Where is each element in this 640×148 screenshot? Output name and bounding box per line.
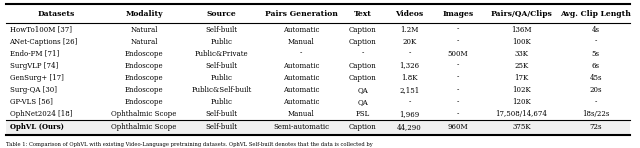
Text: Caption: Caption — [349, 38, 377, 46]
Text: FSL: FSL — [356, 110, 370, 118]
Text: Self-built: Self-built — [205, 62, 237, 70]
Text: 25K: 25K — [515, 62, 529, 70]
Text: Public&Self-built: Public&Self-built — [191, 86, 252, 94]
Text: -: - — [595, 98, 596, 106]
Text: 20K: 20K — [403, 38, 417, 46]
Text: 17K: 17K — [515, 74, 529, 82]
Text: Public: Public — [211, 74, 233, 82]
Text: 2,151: 2,151 — [399, 86, 420, 94]
Text: Automatic: Automatic — [283, 74, 319, 82]
Text: Endoscope: Endoscope — [125, 50, 163, 58]
Text: GP-VLS [56]: GP-VLS [56] — [10, 98, 52, 106]
Text: -: - — [456, 38, 459, 46]
Text: 33K: 33K — [515, 50, 529, 58]
Text: Self-built: Self-built — [205, 123, 237, 131]
Text: Public&Private: Public&Private — [195, 50, 248, 58]
Text: Self-built: Self-built — [205, 110, 237, 118]
Text: QA: QA — [358, 86, 369, 94]
Text: Endoscope: Endoscope — [125, 74, 163, 82]
Text: Caption: Caption — [349, 25, 377, 33]
Text: Table 1: Comparison of OphVL with existing Video-Language pretraining datasets. : Table 1: Comparison of OphVL with existi… — [6, 142, 373, 147]
Text: -: - — [595, 38, 596, 46]
Text: SurgVLP [74]: SurgVLP [74] — [10, 62, 58, 70]
Text: Automatic: Automatic — [283, 25, 319, 33]
Text: Pairs/QA/Clips: Pairs/QA/Clips — [490, 10, 552, 18]
Text: 1,969: 1,969 — [399, 110, 420, 118]
Text: -: - — [456, 86, 459, 94]
Text: Modality: Modality — [125, 10, 163, 18]
Text: GenSurg+ [17]: GenSurg+ [17] — [10, 74, 63, 82]
Text: QA: QA — [358, 98, 369, 106]
Text: Ophthalmic Scope: Ophthalmic Scope — [111, 110, 177, 118]
Text: 136M: 136M — [511, 25, 532, 33]
Text: HowTo100M [37]: HowTo100M [37] — [10, 25, 72, 33]
Text: -: - — [456, 25, 459, 33]
Text: OphVL (Ours): OphVL (Ours) — [10, 123, 63, 131]
Text: Pairs Generation: Pairs Generation — [264, 10, 337, 18]
Text: Source: Source — [207, 10, 237, 18]
Text: 4s: 4s — [591, 25, 600, 33]
Text: 18s/22s: 18s/22s — [582, 110, 609, 118]
Text: ANet-Captions [26]: ANet-Captions [26] — [10, 38, 78, 46]
Text: Public: Public — [211, 38, 233, 46]
Text: 5s: 5s — [591, 50, 600, 58]
Text: 120K: 120K — [512, 98, 531, 106]
Text: Caption: Caption — [349, 74, 377, 82]
Text: 500M: 500M — [447, 50, 468, 58]
Text: 45s: 45s — [589, 74, 602, 82]
Bar — [6, 120, 630, 135]
Text: -: - — [362, 50, 364, 58]
Text: 1.2M: 1.2M — [400, 25, 419, 33]
Text: Semi-automatic: Semi-automatic — [273, 123, 329, 131]
Text: Public: Public — [211, 98, 233, 106]
Text: Automatic: Automatic — [283, 98, 319, 106]
Text: Natural: Natural — [131, 25, 158, 33]
Text: Caption: Caption — [349, 62, 377, 70]
Text: 44,290: 44,290 — [397, 123, 422, 131]
Text: Manual: Manual — [287, 38, 314, 46]
Text: Videos: Videos — [396, 10, 424, 18]
Text: 1.8K: 1.8K — [401, 74, 418, 82]
Text: Endo-FM [71]: Endo-FM [71] — [10, 50, 59, 58]
Text: Images: Images — [442, 10, 474, 18]
Text: Surg-QA [30]: Surg-QA [30] — [10, 86, 56, 94]
Text: Avg. Clip Length: Avg. Clip Length — [560, 10, 631, 18]
Text: 72s: 72s — [589, 123, 602, 131]
Text: Endoscope: Endoscope — [125, 86, 163, 94]
Text: 1,326: 1,326 — [399, 62, 420, 70]
Text: -: - — [408, 50, 411, 58]
Text: Caption: Caption — [349, 123, 377, 131]
Text: 102K: 102K — [512, 86, 531, 94]
Text: Natural: Natural — [131, 38, 158, 46]
Text: Ophthalmic Scope: Ophthalmic Scope — [111, 123, 177, 131]
Text: -: - — [456, 74, 459, 82]
Text: -: - — [408, 98, 411, 106]
Text: -: - — [456, 98, 459, 106]
Text: -: - — [456, 110, 459, 118]
Text: 960M: 960M — [447, 123, 468, 131]
Text: 100K: 100K — [512, 38, 531, 46]
Text: -: - — [300, 50, 302, 58]
Text: Automatic: Automatic — [283, 62, 319, 70]
Text: 20s: 20s — [589, 86, 602, 94]
Text: Manual: Manual — [287, 110, 314, 118]
Text: Endoscope: Endoscope — [125, 62, 163, 70]
Text: OphNet2024 [18]: OphNet2024 [18] — [10, 110, 72, 118]
Text: 17,508/14,674: 17,508/14,674 — [495, 110, 547, 118]
Text: Endoscope: Endoscope — [125, 98, 163, 106]
Text: Text: Text — [354, 10, 372, 18]
Text: 375K: 375K — [512, 123, 531, 131]
Text: -: - — [456, 62, 459, 70]
Text: Self-built: Self-built — [205, 25, 237, 33]
Text: Automatic: Automatic — [283, 86, 319, 94]
Text: 6s: 6s — [591, 62, 600, 70]
Text: Datasets: Datasets — [38, 10, 75, 18]
